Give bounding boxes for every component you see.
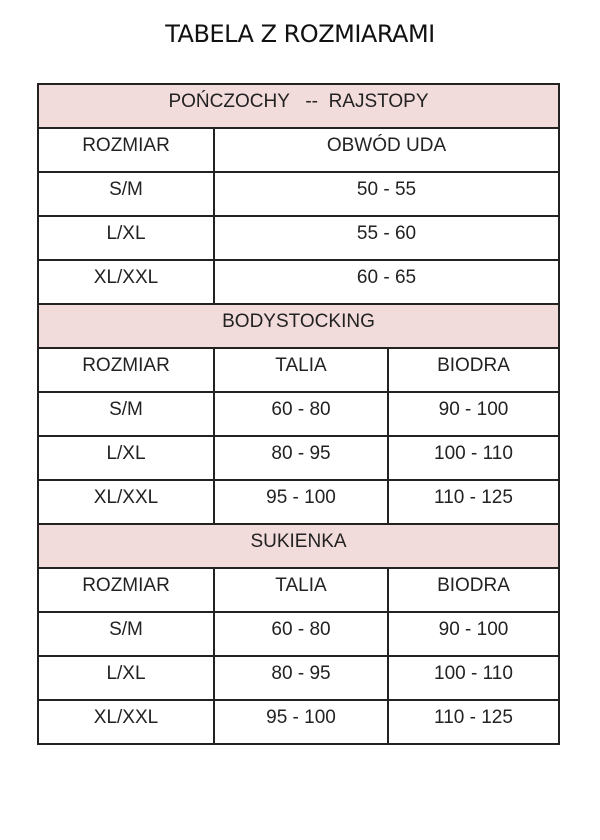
table-row: XL/XXL 60 - 65 <box>37 259 560 305</box>
table-row: S/M 60 - 80 90 - 100 <box>37 611 560 657</box>
column-header: ROZMIAR <box>37 127 215 173</box>
table-row: L/XL 55 - 60 <box>37 215 560 261</box>
cell: 60 - 65 <box>213 259 560 305</box>
cell: 90 - 100 <box>387 391 560 437</box>
cell: S/M <box>37 171 215 217</box>
table-row: S/M 50 - 55 <box>37 171 560 217</box>
column-header-row: ROZMIAR TALIA BIODRA <box>37 567 560 613</box>
column-header: OBWÓD UDA <box>213 127 560 173</box>
column-header-row: ROZMIAR OBWÓD UDA <box>37 127 560 173</box>
cell: 95 - 100 <box>213 699 389 745</box>
cell: 100 - 110 <box>387 655 560 701</box>
cell: 95 - 100 <box>213 479 389 525</box>
cell: 110 - 125 <box>387 699 560 745</box>
section-header-row: BODYSTOCKING <box>37 303 560 349</box>
cell: XL/XXL <box>37 479 215 525</box>
cell: S/M <box>37 611 215 657</box>
table-row: L/XL 80 - 95 100 - 110 <box>37 655 560 701</box>
cell: 60 - 80 <box>213 391 389 437</box>
cell: 80 - 95 <box>213 655 389 701</box>
column-header-row: ROZMIAR TALIA BIODRA <box>37 347 560 393</box>
cell: 100 - 110 <box>387 435 560 481</box>
cell: XL/XXL <box>37 259 215 305</box>
cell: 90 - 100 <box>387 611 560 657</box>
table-row: XL/XXL 95 - 100 110 - 125 <box>37 699 560 745</box>
size-table: POŃCZOCHY -- RAJSTOPY ROZMIAR OBWÓD UDA … <box>37 83 560 745</box>
cell: L/XL <box>37 215 215 261</box>
column-header: ROZMIAR <box>37 347 215 393</box>
cell: 50 - 55 <box>213 171 560 217</box>
section-heading: POŃCZOCHY -- RAJSTOPY <box>37 83 560 129</box>
section-header-row: SUKIENKA <box>37 523 560 569</box>
column-header: TALIA <box>213 567 389 613</box>
column-header: BIODRA <box>387 347 560 393</box>
cell: 110 - 125 <box>387 479 560 525</box>
column-header: TALIA <box>213 347 389 393</box>
table-row: S/M 60 - 80 90 - 100 <box>37 391 560 437</box>
column-header: BIODRA <box>387 567 560 613</box>
cell: L/XL <box>37 655 215 701</box>
cell: XL/XXL <box>37 699 215 745</box>
cell: 60 - 80 <box>213 611 389 657</box>
cell: L/XL <box>37 435 215 481</box>
section-heading: BODYSTOCKING <box>37 303 560 349</box>
column-header: ROZMIAR <box>37 567 215 613</box>
section-heading: SUKIENKA <box>37 523 560 569</box>
page-title: TABELA Z ROZMIARAMI <box>165 20 435 48</box>
table-row: L/XL 80 - 95 100 - 110 <box>37 435 560 481</box>
cell: S/M <box>37 391 215 437</box>
table-row: XL/XXL 95 - 100 110 - 125 <box>37 479 560 525</box>
section-header-row: POŃCZOCHY -- RAJSTOPY <box>37 83 560 129</box>
cell: 80 - 95 <box>213 435 389 481</box>
cell: 55 - 60 <box>213 215 560 261</box>
